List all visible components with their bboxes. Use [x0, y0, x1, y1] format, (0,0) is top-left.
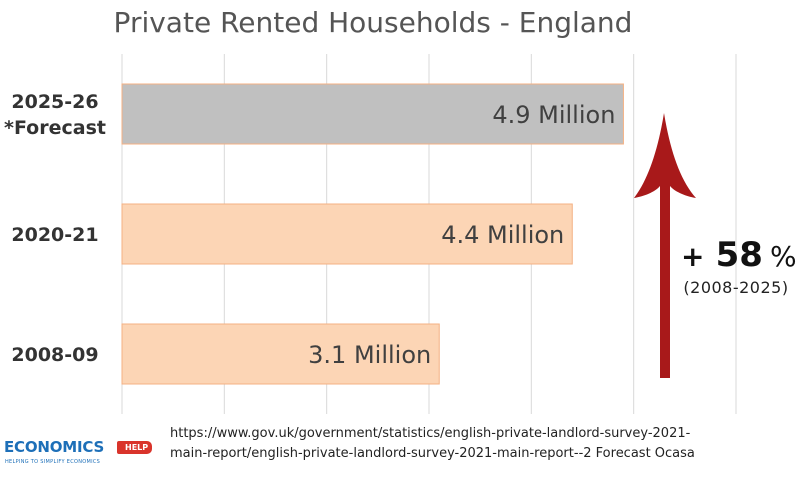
- growth-percent-sign: %: [770, 240, 797, 273]
- source-citation: https://www.gov.uk/government/statistics…: [170, 424, 770, 464]
- bar-chart: Private Rented Households - England 4.9 …: [4, 6, 797, 414]
- bar-value-label: 3.1 Million: [308, 341, 431, 369]
- growth-arrow: [634, 113, 696, 378]
- growth-range: (2008-2025): [683, 278, 788, 297]
- bars-group: 4.9 Million 4.4 Million 3.1 Million: [121, 83, 624, 385]
- chart-title: Private Rented Households - England: [114, 6, 633, 39]
- bar: [121, 203, 573, 265]
- category-label: *Forecast: [4, 117, 106, 139]
- bar: [121, 83, 624, 145]
- growth-value: 58: [716, 235, 763, 275]
- up-arrow-icon: [634, 113, 696, 378]
- source-line-2: main-report/english-private-landlord-sur…: [170, 446, 695, 461]
- growth-plus: +: [681, 240, 704, 273]
- category-label: 2020-21: [11, 224, 98, 246]
- logo-wordmark: ECONOMICS: [4, 438, 105, 456]
- category-label: 2025-26: [11, 91, 98, 113]
- logo-tag-icon: HELP: [117, 441, 153, 454]
- source-line-1: https://www.gov.uk/government/statistics…: [170, 426, 691, 441]
- logo-subtitle: HELPING TO SIMPLIFY ECONOMICS: [5, 459, 101, 465]
- economics-help-logo: ECONOMICS HELP HELPING TO SIMPLIFY ECONO…: [4, 438, 156, 472]
- bar-value-label: 4.4 Million: [441, 221, 564, 249]
- bar: [121, 323, 440, 385]
- category-labels: 2025-26 *Forecast 2020-21 2008-09: [4, 91, 106, 366]
- growth-percent: + 58 %: [681, 235, 797, 275]
- category-label: 2008-09: [11, 344, 98, 366]
- bar-value-label: 4.9 Million: [492, 101, 615, 129]
